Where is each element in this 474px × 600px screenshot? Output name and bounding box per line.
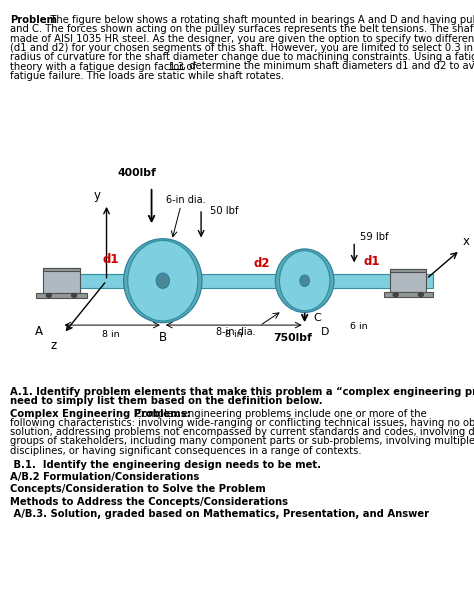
Text: groups of stakeholders, including many component parts or sub-problems, involvin: groups of stakeholders, including many c… [10,437,474,446]
Text: B.1.  Identify the engineering design needs to be met.: B.1. Identify the engineering design nee… [10,460,321,470]
Text: A: A [35,325,43,338]
Polygon shape [390,269,426,272]
Text: C: C [314,313,321,323]
Text: fatigue failure. The loads are static while shaft rotates.: fatigue failure. The loads are static wh… [10,71,284,81]
Polygon shape [36,293,87,298]
Text: theory with a fatigue design factor of: theory with a fatigue design factor of [10,61,200,71]
Text: (d1 and d2) for your chosen segments of this shaft. However, you are limited to : (d1 and d2) for your chosen segments of … [10,43,474,53]
Text: Complex Engineering Problems:: Complex Engineering Problems: [10,409,191,419]
Polygon shape [43,268,81,293]
Text: 400lbf: 400lbf [117,168,156,178]
Text: Concepts/Consideration to Solve the Problem: Concepts/Consideration to Solve the Prob… [10,485,266,494]
Text: d1: d1 [364,255,381,268]
Text: 6 in: 6 in [350,322,367,331]
Text: z: z [51,339,57,352]
Polygon shape [390,269,426,292]
Text: made of AISI 1035 HR steel. As the designer, you are given the option to specify: made of AISI 1035 HR steel. As the desig… [10,34,474,44]
Text: 750lbf: 750lbf [273,332,312,343]
Text: y: y [94,189,100,202]
Polygon shape [43,268,81,271]
Polygon shape [384,292,433,297]
Text: d1: d1 [103,253,119,266]
Text: A.1. Identify problem elements that make this problem a “complex engineering pro: A.1. Identify problem elements that make… [10,387,474,397]
Text: 50 lbf: 50 lbf [210,206,238,216]
Circle shape [72,293,77,297]
Ellipse shape [124,239,202,323]
Text: A/B.3. Solution, graded based on Mathematics, Presentation, and Answer: A/B.3. Solution, graded based on Mathema… [10,509,429,519]
Text: radius of curvature for the shaft diameter change due to machining constraints. : radius of curvature for the shaft diamet… [10,52,474,62]
Circle shape [46,293,51,297]
Text: 8 in: 8 in [102,329,120,338]
Circle shape [393,293,398,296]
Text: solution, addressing problems not encompassed by current standards and codes, in: solution, addressing problems not encomp… [10,427,474,437]
Text: Complex engineering problems include one or more of the: Complex engineering problems include one… [132,409,427,419]
Text: Methods to Address the Concepts/Considerations: Methods to Address the Concepts/Consider… [10,497,288,507]
Text: d2: d2 [254,257,270,270]
Text: : The figure below shows a rotating shaft mounted in bearings A and D and having: : The figure below shows a rotating shaf… [44,15,474,25]
Text: 1.3: 1.3 [169,61,184,71]
Text: B: B [159,331,167,344]
Ellipse shape [128,241,198,321]
Text: 6-in dia.: 6-in dia. [165,196,205,205]
Text: 8-in dia.: 8-in dia. [216,327,255,337]
Text: , determine the minimum shaft diameters d1 and d2 to avoid: , determine the minimum shaft diameters … [183,61,474,71]
Polygon shape [53,274,433,288]
Text: 8 in: 8 in [225,329,242,338]
Ellipse shape [156,273,170,289]
Text: D: D [321,327,330,337]
Text: 59 lbf: 59 lbf [360,232,389,242]
Text: following characteristics: involving wide-ranging or conflicting technical issue: following characteristics: involving wid… [10,418,474,428]
Text: and C. The forces shown acting on the pulley surfaces represents the belt tensio: and C. The forces shown acting on the pu… [10,24,474,34]
Circle shape [419,293,423,296]
Ellipse shape [275,249,334,313]
Text: A/B.2 Formulation/Considerations: A/B.2 Formulation/Considerations [10,472,200,482]
Text: Problem: Problem [10,15,57,25]
Text: disciplines, or having significant consequences in a range of contexts.: disciplines, or having significant conse… [10,446,362,456]
Ellipse shape [300,275,310,286]
Ellipse shape [280,251,330,311]
Text: need to simply list them based on the definition below.: need to simply list them based on the de… [10,396,323,406]
Text: x: x [462,235,469,248]
